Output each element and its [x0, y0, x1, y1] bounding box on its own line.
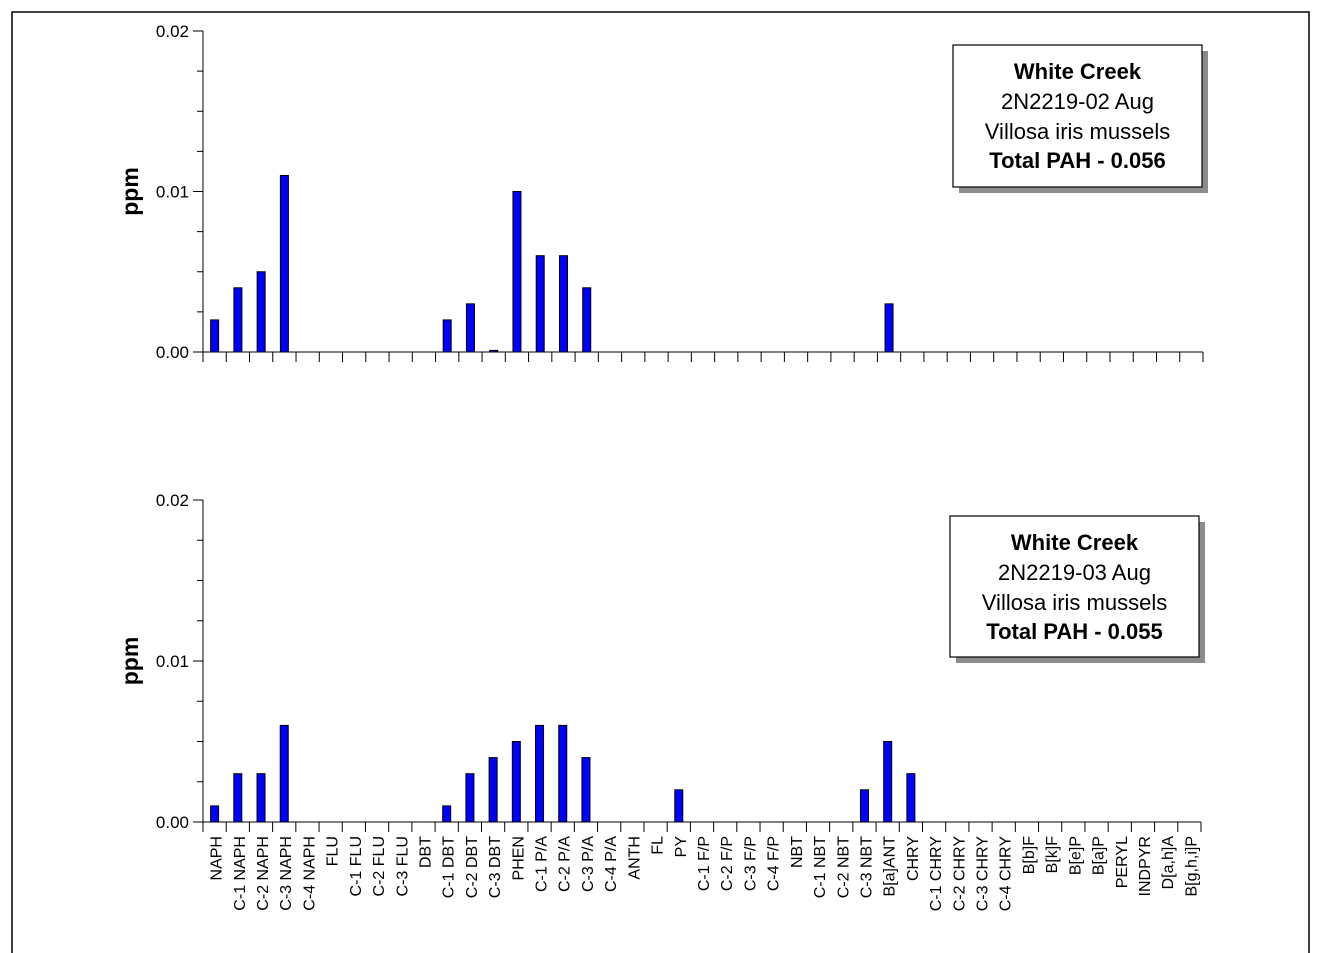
figure-frame — [11, 11, 1310, 953]
x-tick-label: NAPH — [209, 836, 226, 880]
x-tick-label: B[k]F — [1044, 836, 1061, 874]
legend-total: Total PAH - 0.055 — [986, 619, 1162, 644]
bar-1-11 — [465, 303, 475, 353]
x-tick-label: C-3 NBT — [858, 836, 875, 898]
x-tick-label: D[a,h]A — [1160, 836, 1177, 890]
legend-line1: 2N2219-03 Aug — [998, 560, 1151, 585]
x-tick-label: C-1 NBT — [812, 836, 829, 898]
bar-1-16 — [582, 287, 592, 353]
bar-1-10 — [442, 319, 452, 353]
legend-total: Total PAH - 0.056 — [989, 148, 1165, 173]
x-tick-label: C-3 CHRY — [975, 836, 992, 912]
y-tick-label: 0.02 — [156, 491, 189, 510]
x-tick-label: ANTH — [626, 836, 643, 880]
x-category-labels: NAPH C-1 NAPH C-2 NAPH C-3 NAPH C-4 NAPH FLU C… — [209, 836, 1201, 912]
bar-1-12 — [489, 349, 499, 353]
bar-2-3 — [279, 724, 289, 823]
legend-title: White Creek — [1014, 59, 1142, 84]
x-tick-label: C-1 P/A — [534, 836, 551, 892]
bar-2-20 — [674, 789, 684, 823]
x-tick-label: PERYL — [1114, 836, 1131, 888]
x-tick-label: B[a]ANT — [882, 836, 899, 897]
x-tick-label: CHRY — [905, 836, 922, 881]
x-tick-label: C-3 DBT — [487, 836, 504, 898]
bar-2-11 — [465, 773, 475, 823]
bar-2-13 — [511, 741, 521, 823]
bar-1-15 — [558, 255, 568, 353]
x-tick-label: B[a]P — [1091, 836, 1108, 875]
x-tick-label: C-2 DBT — [464, 836, 481, 898]
y-tick-label: 0.02 — [156, 22, 189, 41]
x-tick-label: C-3 FLU — [394, 836, 411, 896]
chart-panel-2: 0.00 0.01 0.02 ppm White Creek 2N2219-03 Aug V… — [117, 491, 1205, 832]
legend-line2: Villosa iris mussels — [982, 590, 1167, 615]
legend-box — [952, 44, 1203, 188]
x-tick-label: C-2 P/A — [557, 836, 574, 892]
bar-2-12 — [488, 757, 498, 823]
bar-2-0 — [210, 805, 220, 823]
x-tick-label: NBT — [789, 836, 806, 868]
chart-panel-1: 0.00 0.01 0.02 ppm White Creek 2N2219-02 Aug V… — [117, 22, 1208, 362]
x-tick-label: PY — [673, 836, 690, 858]
x-tick-label: C-4 P/A — [603, 836, 620, 892]
legend-line2: Villosa iris mussels — [985, 119, 1170, 144]
bar-2-16 — [581, 757, 591, 823]
y-tick-label: 0.01 — [156, 652, 189, 671]
legend-title: White Creek — [1011, 530, 1139, 555]
x-tick-label: C-3 NAPH — [278, 836, 295, 911]
bar-2-30 — [906, 773, 916, 823]
x-tick-label: C-1 DBT — [441, 836, 458, 898]
bar-1-14 — [535, 255, 545, 353]
y-tick-label: 0.00 — [156, 343, 189, 362]
x-tick-label: B[e]P — [1067, 836, 1084, 875]
x-tick-label: C-3 F/P — [742, 836, 759, 891]
x-tick-label: C-4 CHRY — [998, 836, 1015, 912]
legend-box — [949, 515, 1200, 658]
y-axis-label: ppm — [117, 637, 143, 686]
x-tick-label: B[b]F — [1021, 836, 1038, 874]
x-tick-label: C-2 FLU — [371, 836, 388, 896]
y-tick-label: 0.00 — [156, 813, 189, 832]
x-tick-label: C-2 CHRY — [951, 836, 968, 912]
bar-1-2 — [256, 271, 266, 353]
bar-2-10 — [442, 805, 452, 823]
x-tick-label: C-2 F/P — [719, 836, 736, 891]
x-tick-label: FLU — [325, 836, 342, 866]
bar-1-13 — [512, 191, 522, 353]
x-tick-label: C-1 CHRY — [928, 836, 945, 912]
x-tick-label: C-2 NBT — [835, 836, 852, 898]
legend-line1: 2N2219-02 Aug — [1001, 89, 1154, 114]
x-tick-label: C-4 NAPH — [301, 836, 318, 911]
bar-2-2 — [256, 773, 266, 823]
bar-1-3 — [279, 174, 289, 353]
x-tick-label: C-3 P/A — [580, 836, 597, 892]
y-axis-label: ppm — [117, 167, 143, 216]
bar-2-29 — [883, 741, 893, 823]
x-tick-label: C-1 F/P — [696, 836, 713, 891]
bar-2-28 — [859, 789, 869, 823]
x-tick-label: C-1 NAPH — [232, 836, 249, 911]
bar-2-1 — [233, 773, 243, 823]
x-tick-label: PHEN — [510, 836, 527, 880]
x-tick-label: C-2 NAPH — [255, 836, 272, 911]
bar-2-14 — [535, 724, 545, 823]
x-tick-label: C-4 F/P — [766, 836, 783, 891]
x-tick-label: FL — [650, 836, 667, 855]
bar-1-1 — [233, 287, 243, 353]
x-tick-label: B[g,h,i]P — [1183, 836, 1200, 896]
x-tick-label: INDPYR — [1137, 836, 1154, 896]
x-tick-label: C-1 FLU — [348, 836, 365, 896]
bar-1-29 — [884, 303, 894, 353]
y-tick-label: 0.01 — [156, 183, 189, 202]
bar-2-15 — [558, 724, 568, 823]
bar-1-0 — [210, 319, 220, 353]
x-tick-label: DBT — [417, 836, 434, 868]
